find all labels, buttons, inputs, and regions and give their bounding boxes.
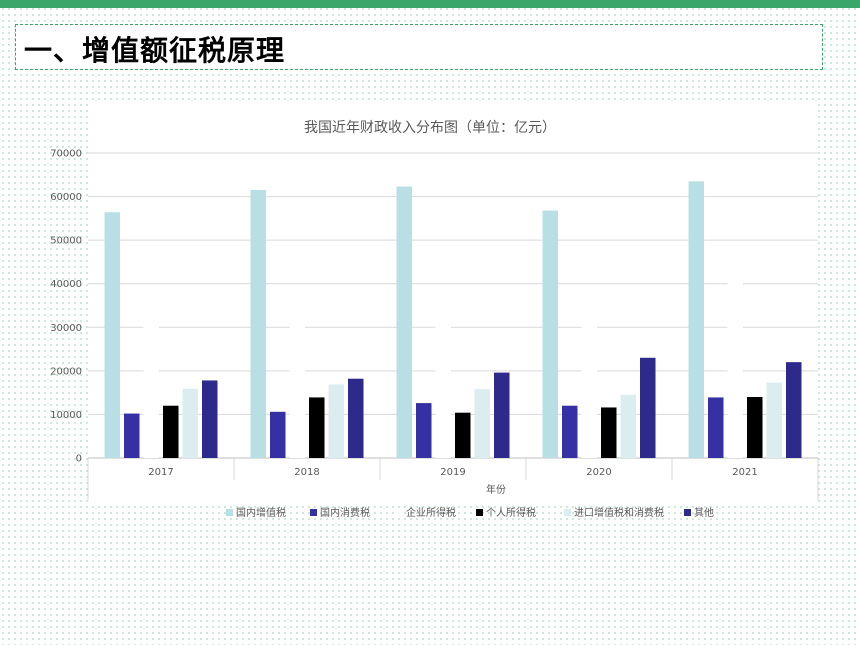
page-title: 一、增值额征税原理 (24, 34, 286, 67)
chart-title: 我国近年财政收入分布图（单位：亿元） (304, 120, 556, 136)
y-tick-label: 50000 (50, 236, 82, 247)
y-tick-label: 0 (76, 454, 82, 465)
legend-label: 国内增值税 (236, 506, 286, 519)
bars-layer (104, 181, 802, 459)
y-tick-label: 60000 (50, 192, 82, 203)
legend-swatch (395, 508, 404, 517)
legend-label: 国内消费税 (320, 506, 370, 519)
bar (766, 382, 782, 458)
bar (143, 318, 159, 458)
x-tick-label: 2018 (294, 467, 319, 478)
legend-label: 企业所得税 (406, 506, 456, 519)
bar (727, 275, 743, 458)
bar (250, 190, 266, 459)
bar (601, 407, 617, 458)
bar (348, 378, 364, 458)
top-accent-bar (0, 0, 860, 8)
bar (435, 295, 451, 458)
y-tick-label: 40000 (50, 279, 82, 290)
legend-swatch (564, 509, 571, 516)
x-tick-label: 2019 (440, 467, 465, 478)
legend: 国内增值税 国内消费税 企业所得税 个人所得税 进口增值税和消费税 其他 (226, 506, 714, 519)
bar (640, 357, 656, 458)
bar (289, 304, 305, 458)
bar (328, 384, 344, 458)
bar (562, 405, 578, 458)
bar (270, 411, 286, 458)
bar (581, 299, 597, 458)
legend-swatch (684, 509, 691, 516)
bar (396, 186, 412, 459)
bar (104, 212, 120, 458)
bar (182, 388, 198, 458)
bar (202, 380, 218, 458)
x-tick-label: 2020 (586, 467, 611, 478)
legend-swatch (310, 509, 317, 516)
title-box: 一、增值额征税原理 (15, 24, 823, 70)
legend-swatch (476, 509, 483, 516)
legend-label: 个人所得税 (486, 506, 536, 519)
bar (416, 403, 432, 458)
bar (124, 413, 140, 458)
labels-layer: 0 10000 20000 30000 40000 50000 60000 70000 2017… (50, 149, 758, 479)
y-tick-label: 70000 (50, 149, 82, 160)
bar (786, 362, 802, 458)
bar (708, 397, 724, 458)
x-axis-title: 年份 (486, 483, 506, 496)
x-tick-label: 2021 (732, 467, 757, 478)
bar (474, 389, 490, 458)
bar (309, 397, 325, 458)
bar (494, 372, 510, 458)
bar (620, 394, 636, 458)
bar (163, 405, 179, 458)
legend-swatch (226, 509, 233, 516)
legend-label: 其他 (694, 506, 714, 519)
bar (688, 181, 704, 459)
y-tick-label: 30000 (50, 323, 82, 334)
y-tick-label: 20000 (50, 366, 82, 377)
bar (542, 210, 558, 458)
x-tick-label: 2017 (148, 467, 173, 478)
bar (747, 397, 763, 458)
bar (455, 412, 471, 458)
legend-label: 进口增值税和消费税 (574, 506, 664, 519)
y-tick-label: 10000 (50, 410, 82, 421)
